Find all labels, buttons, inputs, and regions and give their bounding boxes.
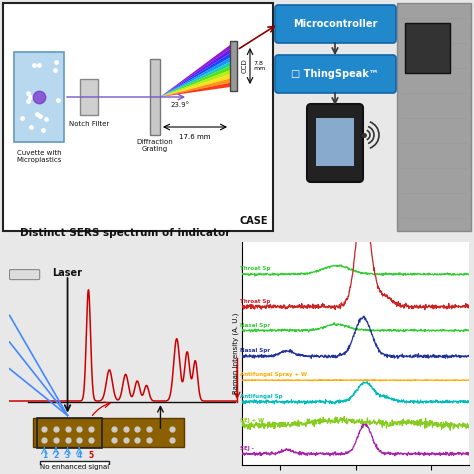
Bar — [33, 418, 184, 447]
Title: Distinct SERS spectrum of indicator: Distinct SERS spectrum of indicator — [20, 228, 231, 238]
Bar — [150, 59, 160, 135]
Text: Throat Sp: Throat Sp — [240, 299, 270, 304]
Text: 2: 2 — [53, 451, 59, 460]
Polygon shape — [160, 45, 230, 97]
Text: Microcontroller: Microcontroller — [293, 19, 377, 29]
Text: □ ThingSpeak™: □ ThingSpeak™ — [291, 69, 379, 79]
Bar — [405, 23, 450, 73]
Text: 5: 5 — [88, 451, 93, 460]
Text: 3: 3 — [65, 451, 70, 460]
Polygon shape — [160, 58, 230, 97]
Text: 7.8
mm: 7.8 mm — [253, 61, 265, 72]
Bar — [230, 41, 237, 91]
Text: Antifungal Sp: Antifungal Sp — [240, 394, 283, 399]
Text: SEJ -: SEJ - — [240, 446, 254, 451]
Text: SEJ + W: SEJ + W — [240, 418, 264, 423]
Polygon shape — [160, 74, 230, 97]
FancyBboxPatch shape — [275, 5, 396, 43]
Y-axis label: Raman Intensity (A. U.): Raman Intensity (A. U.) — [232, 312, 239, 394]
Polygon shape — [160, 79, 230, 97]
Text: 1: 1 — [42, 451, 47, 460]
Text: No enhanced signal: No enhanced signal — [40, 464, 109, 470]
FancyBboxPatch shape — [275, 55, 396, 93]
Text: Laser: Laser — [53, 268, 82, 278]
Text: Notch Filter: Notch Filter — [69, 121, 109, 127]
Bar — [316, 118, 354, 166]
Text: Nasal Spr: Nasal Spr — [240, 348, 270, 354]
Text: Throat Sp: Throat Sp — [240, 266, 270, 271]
Bar — [40, 461, 109, 472]
Text: CCD: CCD — [242, 59, 248, 73]
Bar — [3, 3, 273, 231]
Bar — [397, 3, 471, 231]
FancyBboxPatch shape — [9, 270, 40, 280]
Bar — [37, 418, 102, 448]
FancyBboxPatch shape — [307, 104, 363, 182]
Text: 17.6 mm: 17.6 mm — [179, 134, 211, 140]
Text: Diffraction
Grating: Diffraction Grating — [137, 139, 173, 152]
Polygon shape — [160, 83, 230, 97]
Text: 4: 4 — [76, 451, 82, 460]
Bar — [14, 52, 64, 142]
Polygon shape — [160, 70, 230, 97]
Text: Nasal Spr: Nasal Spr — [240, 322, 270, 328]
Polygon shape — [160, 66, 230, 97]
Bar — [80, 79, 98, 115]
Polygon shape — [160, 49, 230, 97]
Text: 23.9°: 23.9° — [171, 102, 190, 108]
Text: CASE: CASE — [239, 216, 268, 226]
Polygon shape — [160, 54, 230, 97]
Text: Antifungal Spray + W: Antifungal Spray + W — [240, 372, 307, 377]
Polygon shape — [160, 62, 230, 97]
Text: Cuvette with
Microplastics: Cuvette with Microplastics — [16, 150, 62, 163]
